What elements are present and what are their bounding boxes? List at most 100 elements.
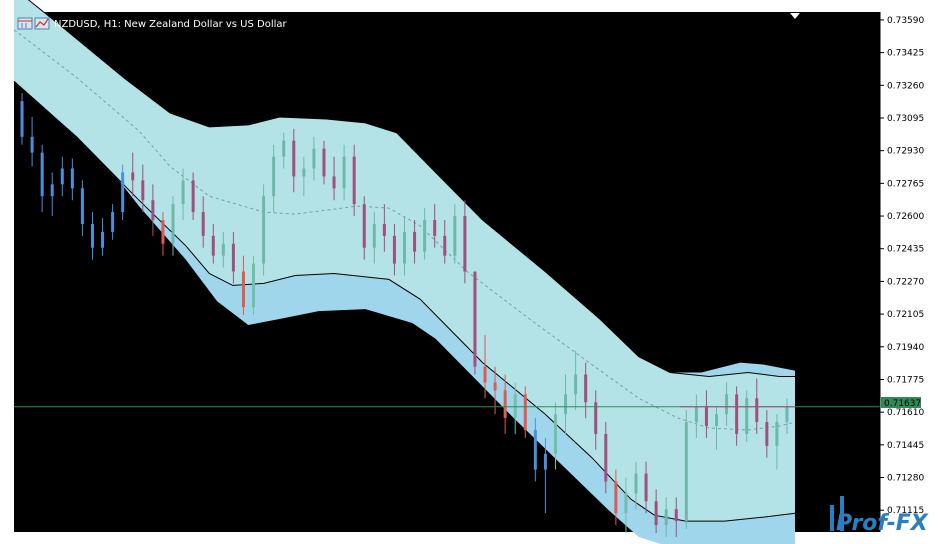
candle	[564, 374, 568, 434]
candle	[574, 350, 578, 411]
candle	[584, 362, 588, 419]
candle	[241, 255, 245, 316]
candle-body	[352, 156, 356, 205]
candle	[221, 231, 225, 268]
candle	[312, 136, 316, 181]
candle-body	[111, 212, 115, 232]
candle-body	[90, 223, 94, 248]
candle-body	[282, 140, 286, 157]
candle	[60, 156, 64, 197]
logo-text: Prof-FX	[836, 511, 929, 536]
candle-body	[241, 271, 245, 308]
candle	[201, 196, 205, 248]
candle-body	[735, 394, 739, 434]
candle	[614, 469, 618, 526]
price-axis	[880, 12, 946, 532]
candle-body	[403, 231, 406, 264]
candle-body	[604, 433, 608, 482]
candle-body	[463, 216, 467, 272]
candle-body	[362, 204, 366, 248]
candle-body	[765, 422, 769, 446]
window-icon[interactable]	[17, 17, 33, 30]
candle-body	[201, 212, 205, 236]
candle-body	[785, 406, 789, 423]
candle	[684, 410, 688, 530]
candle	[453, 204, 457, 264]
candle	[231, 231, 235, 284]
candle-body	[372, 223, 376, 248]
candle-body	[473, 271, 477, 367]
candle	[463, 200, 467, 284]
candle-body	[614, 481, 618, 514]
candle-body	[684, 422, 688, 522]
candle-body	[715, 414, 719, 427]
candle	[111, 204, 115, 240]
tick-label: 0.73095	[887, 114, 924, 124]
logo-bar-icon	[830, 505, 834, 531]
candle	[594, 390, 598, 450]
candle	[704, 390, 708, 438]
candle-body	[191, 180, 195, 213]
candle-body	[231, 243, 235, 272]
candle-body	[272, 156, 276, 197]
candle	[433, 204, 437, 248]
candle	[282, 132, 286, 169]
candle	[252, 255, 256, 316]
tick-label: 0.72765	[887, 179, 924, 189]
candle-body	[70, 168, 74, 189]
candle-body	[101, 231, 105, 248]
candle-body	[483, 366, 487, 383]
tick-label: 0.73590	[887, 16, 924, 26]
candle-body	[322, 148, 326, 177]
candle	[604, 422, 608, 494]
candle	[503, 374, 507, 434]
candle-body	[594, 402, 598, 434]
candle-body	[523, 394, 527, 430]
candle	[40, 144, 44, 213]
candle-body	[553, 414, 557, 454]
candle	[624, 477, 628, 533]
candle	[302, 156, 306, 197]
candle-body	[171, 204, 175, 244]
candle-body	[745, 398, 749, 434]
candle	[211, 223, 215, 264]
candle	[262, 184, 266, 276]
candle-body	[302, 168, 306, 177]
candle	[634, 461, 638, 510]
candle-body	[543, 453, 547, 470]
candle-body	[443, 235, 447, 256]
candle	[121, 164, 125, 220]
candle	[151, 184, 155, 236]
candle-body	[453, 216, 457, 256]
chart-icon[interactable]	[34, 17, 50, 30]
candle-body	[584, 374, 588, 403]
candle	[765, 410, 769, 458]
candle	[191, 172, 195, 220]
candle-body	[654, 501, 658, 526]
candle	[171, 196, 175, 256]
candle-body	[624, 493, 628, 514]
tick-label: 0.72105	[887, 310, 924, 320]
candle	[332, 156, 336, 201]
candle	[775, 414, 779, 470]
candle	[362, 196, 366, 260]
candle	[392, 223, 396, 276]
tick-label: 0.72930	[887, 147, 924, 157]
candle	[372, 212, 376, 264]
candle	[101, 218, 105, 256]
candle-body	[20, 101, 24, 137]
chart-shift-marker[interactable]	[790, 13, 800, 19]
candle-body	[40, 152, 44, 197]
candle-body	[221, 243, 225, 256]
candle	[755, 378, 759, 434]
tick-label: 0.72270	[887, 277, 924, 287]
candle-body	[80, 188, 84, 224]
candle-body	[382, 223, 386, 236]
candle	[674, 497, 678, 537]
candle-body	[292, 140, 296, 177]
candle	[272, 144, 276, 213]
candle-body	[392, 235, 396, 264]
tick-label: 0.71940	[887, 343, 924, 353]
